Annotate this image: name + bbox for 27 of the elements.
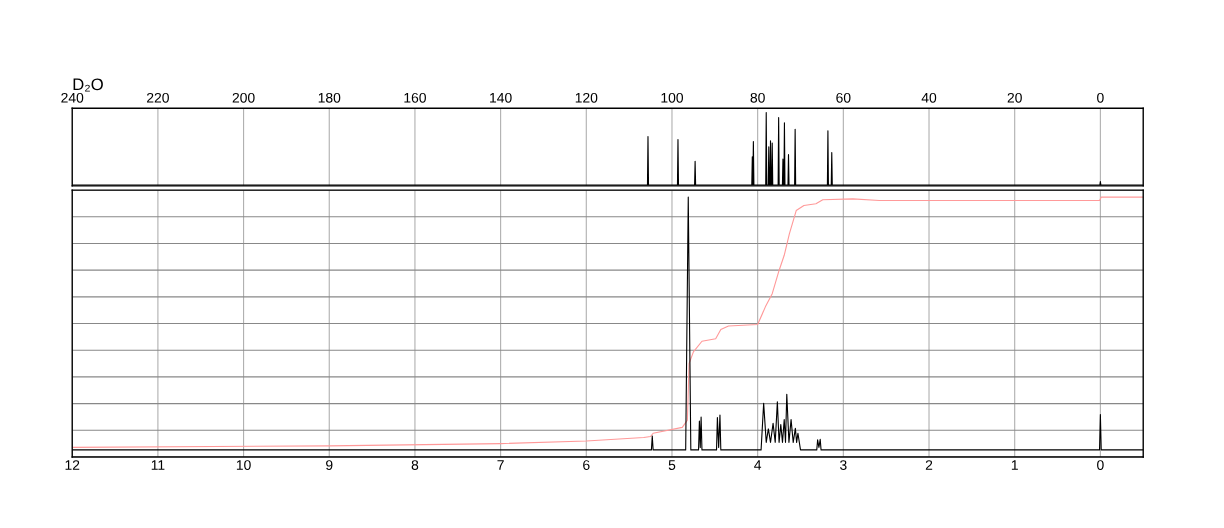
x-tick-label: 4: [754, 460, 762, 470]
x-tick-label: 11: [151, 460, 165, 470]
x-tick-label: 140: [490, 92, 512, 103]
x-tick-label: 80: [750, 92, 765, 103]
x-tick-label: 120: [575, 92, 598, 103]
x-tick-label: 1: [1011, 460, 1018, 470]
x-tick-label: 180: [318, 92, 341, 103]
x-tick-label: 6: [583, 460, 590, 470]
x-tick-label: 2: [925, 460, 933, 470]
x-tick-label: 3: [840, 460, 847, 470]
x-tick-label: 200: [232, 92, 255, 103]
x-tick-label: 0: [1097, 460, 1104, 470]
x-tick-label: 40: [921, 92, 937, 103]
x-tick-label: 160: [404, 92, 426, 103]
x-tick-label: 0: [1097, 92, 1104, 103]
text: D₂O: [73, 78, 103, 92]
x-tick-label: 8: [411, 460, 419, 470]
x-tick-label: 60: [836, 92, 851, 103]
x-tick-label: 9: [326, 460, 333, 470]
x-tick-label: 5: [668, 460, 676, 470]
x-tick-label: 100: [661, 92, 684, 103]
x-tick-label: 20: [1007, 92, 1022, 103]
x-tick-label: 7: [497, 460, 504, 470]
x-tick-label: 10: [236, 460, 251, 470]
x-tick-label: 220: [147, 92, 169, 103]
x-tick-label: 12: [65, 460, 80, 470]
x-tick-label: 240: [61, 92, 84, 103]
